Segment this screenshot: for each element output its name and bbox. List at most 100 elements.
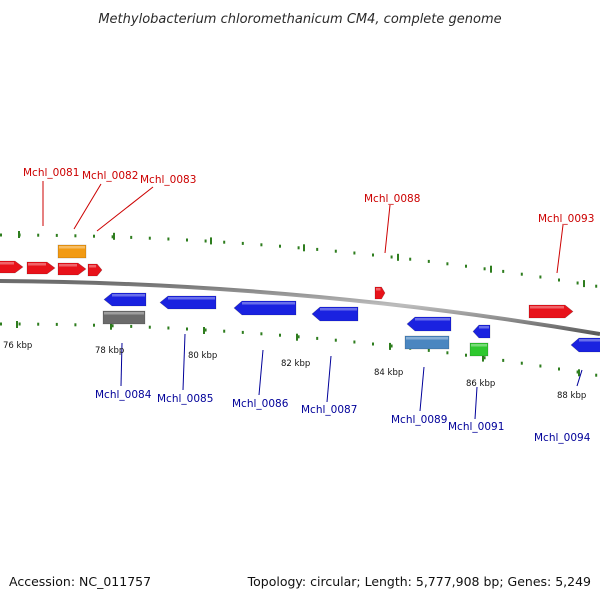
gene-mchl-0082 <box>57 262 87 276</box>
ruler-label: 84 kbp <box>374 368 403 378</box>
minor-tick <box>37 322 40 326</box>
minor-tick <box>409 257 412 261</box>
gene-mchl-0093 <box>528 304 574 319</box>
gene-highlight <box>89 265 97 268</box>
minor-tick <box>316 247 319 251</box>
major-tick <box>203 327 205 334</box>
minor-tick <box>483 356 486 360</box>
minor-tick <box>37 233 40 237</box>
minor-tick <box>520 361 523 365</box>
major-tick <box>110 322 112 330</box>
gene-label-mchl-0094: Mchl_0094 <box>534 432 591 444</box>
minor-tick <box>167 237 170 241</box>
callout-line <box>556 224 564 274</box>
minor-tick <box>74 234 77 238</box>
major-tick <box>490 265 492 273</box>
gene-highlight <box>415 318 450 321</box>
minor-tick <box>55 233 58 237</box>
minor-tick <box>558 367 560 371</box>
minor-tick <box>148 236 151 240</box>
minor-tick <box>427 348 430 352</box>
minor-tick <box>223 329 226 333</box>
ruler-label: 78 kbp <box>95 346 124 356</box>
minor-tick <box>595 373 598 377</box>
minor-tick <box>55 322 58 326</box>
minor-tick <box>93 234 95 238</box>
callout-line <box>384 204 391 254</box>
callout-line <box>474 386 478 420</box>
gene-steel <box>404 335 450 350</box>
minor-tick <box>446 351 449 355</box>
gene-mchl-0088 <box>374 286 386 300</box>
minor-tick <box>539 364 542 368</box>
minor-tick <box>241 241 244 245</box>
major-tick <box>113 232 115 240</box>
minor-tick <box>334 249 337 253</box>
gene-label-mchl-0086: Mchl_0086 <box>232 398 289 410</box>
minor-tick <box>483 267 486 271</box>
gene-label-mchl-0093: Mchl_0093 <box>538 213 594 225</box>
major-tick <box>18 231 20 238</box>
genome-backbone <box>0 279 600 336</box>
gene-label-mchl-0088: Mchl_0088 <box>364 193 420 205</box>
minor-tick <box>260 332 263 336</box>
minor-tick <box>111 324 114 328</box>
gene-orange <box>57 244 87 259</box>
minor-tick <box>260 243 263 247</box>
ruler-label: 82 kbp <box>281 359 310 369</box>
minor-tick <box>0 322 2 326</box>
callout-line <box>576 369 583 387</box>
major-tick <box>210 237 212 245</box>
gene-highlight <box>28 263 46 266</box>
inner-tick-track <box>0 321 598 377</box>
gene-highlight <box>320 308 357 311</box>
outer-tick-track <box>0 231 598 288</box>
gene-highlight <box>59 246 85 249</box>
gene-mchl-0090 <box>472 324 491 339</box>
gene-mchl-0085 <box>159 295 217 310</box>
gene-mchl-0086 <box>233 300 297 316</box>
callout-line <box>258 349 264 396</box>
major-tick <box>482 354 484 362</box>
gene-highlight <box>168 297 215 300</box>
minor-tick <box>223 240 226 244</box>
gene-label-mchl-0085: Mchl_0085 <box>157 393 213 405</box>
ruler-label: 80 kbp <box>188 351 217 361</box>
gene-label-mchl-0089: Mchl_0089 <box>391 414 447 426</box>
gene-callouts <box>42 181 583 420</box>
gene-highlight <box>242 302 295 305</box>
minor-tick <box>465 264 467 268</box>
minor-tick <box>316 336 319 340</box>
gene-highlight <box>104 312 144 315</box>
gene-mchl-0087 <box>311 306 359 322</box>
minor-tick <box>465 353 467 357</box>
gene-highlight <box>59 264 77 267</box>
minor-tick <box>502 358 505 362</box>
minor-tick <box>279 333 281 337</box>
accession-text: Accession: NC_011757 <box>9 574 151 589</box>
minor-tick <box>390 344 393 348</box>
minor-tick <box>18 322 21 326</box>
minor-tick <box>167 326 170 330</box>
minor-tick <box>93 323 95 327</box>
minor-tick <box>353 340 356 344</box>
minor-tick <box>539 275 542 279</box>
gene-highlight <box>579 339 600 342</box>
gene-mchl-0083 <box>87 263 103 277</box>
ruler-label: 86 kbp <box>466 379 495 389</box>
gene-highlight <box>471 344 487 347</box>
minor-tick <box>595 284 598 288</box>
minor-tick <box>576 281 579 285</box>
minor-tick <box>558 278 560 282</box>
minor-tick <box>446 262 449 266</box>
genome-summary-text: Topology: circular; Length: 5,777,908 bp… <box>247 574 591 589</box>
minor-tick <box>576 370 579 374</box>
gene-label-mchl-0087: Mchl_0087 <box>301 404 357 416</box>
callout-line <box>96 186 154 232</box>
callout-line <box>419 366 425 412</box>
minor-tick <box>334 338 337 342</box>
gene-green <box>469 342 489 357</box>
gene-label-mchl-0084: Mchl_0084 <box>95 389 152 401</box>
minor-tick <box>130 235 133 239</box>
